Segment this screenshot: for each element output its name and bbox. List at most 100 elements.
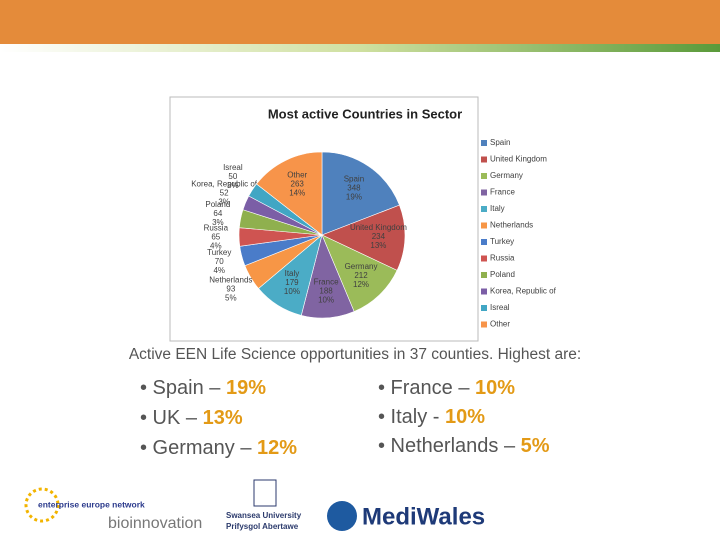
data-label: Poland 64 3% xyxy=(205,200,230,227)
bullet-text: • UK – xyxy=(140,407,203,429)
legend-label: United Kingdom xyxy=(490,155,547,164)
data-label-line: 52 xyxy=(220,189,229,198)
bullet-text: • Netherlands – xyxy=(378,435,521,457)
bullet: • UK – 13% xyxy=(140,407,243,429)
top-stripe xyxy=(0,44,720,52)
legend-swatch xyxy=(481,272,487,278)
data-label-line: 5% xyxy=(225,294,237,303)
data-label-line: Netherlands xyxy=(209,276,252,285)
logos: enterprise europe network bioinnovation … xyxy=(24,479,485,532)
data-label-line: 10% xyxy=(284,287,300,296)
data-label-line: 19% xyxy=(346,193,362,202)
bullet-text: • Germany – xyxy=(140,437,257,459)
pie-slice xyxy=(321,151,400,236)
data-label-line: 179 xyxy=(285,278,299,287)
legend-swatch xyxy=(481,305,487,311)
data-label: Russia 65 4% xyxy=(204,224,229,251)
logo-een: enterprise europe network xyxy=(38,499,145,509)
data-label-line: United Kingdom xyxy=(350,223,407,232)
bullet-text: • France – xyxy=(378,377,475,399)
data-label-line: Italy xyxy=(285,269,300,278)
legend-label: Germany xyxy=(490,171,523,180)
legend-label: Turkey xyxy=(490,237,514,246)
data-label-line: 3% xyxy=(227,181,239,190)
legend-swatch xyxy=(481,321,487,328)
caption: Active EEN Life Science opportunities in… xyxy=(129,346,581,363)
legend-label: France xyxy=(490,188,515,197)
legend-label: Korea, Republic of xyxy=(490,287,557,296)
data-label: Turkey 70 4% xyxy=(207,248,231,275)
legend-swatch xyxy=(481,206,487,212)
data-label-line: 3% xyxy=(212,218,224,227)
pie-slice xyxy=(321,204,406,271)
legend-label: Netherlands xyxy=(490,221,533,230)
legend-label: Spain xyxy=(490,138,510,147)
logo-crest xyxy=(253,479,277,507)
logo-bio: bioinnovation xyxy=(108,515,202,532)
data-label-line: 3% xyxy=(218,198,230,207)
pie-slice xyxy=(321,234,398,312)
data-label-line: 13% xyxy=(370,241,386,250)
legend-swatch xyxy=(481,255,487,262)
bullet: • Netherlands – 5% xyxy=(378,435,550,457)
data-label-line: 263 xyxy=(291,179,305,188)
data-label-line: 65 xyxy=(211,233,220,242)
legend-label: Isreal xyxy=(490,303,510,312)
data-label-line: Isreal xyxy=(223,163,243,172)
data-label: Italy 179 10% xyxy=(284,269,300,296)
logo-mark xyxy=(24,487,60,523)
data-label: Isreal 50 3% xyxy=(223,163,243,190)
data-label-line: 10% xyxy=(318,295,334,304)
logo-swansea: Swansea University xyxy=(226,511,302,520)
bullet-text: • Spain – xyxy=(140,377,226,399)
data-label-line: Poland xyxy=(205,200,230,209)
bullet: • Spain – 19% xyxy=(140,377,266,399)
chart-title: Most active Countries in Sector xyxy=(268,106,462,121)
legend-label: Russia xyxy=(490,254,515,263)
data-label: Netherlands 93 5% xyxy=(209,276,252,303)
data-label-line: France xyxy=(314,277,339,286)
pie-chart: Spain 348 19%United Kingdom 234 13%Germany 21… xyxy=(191,138,556,329)
data-label: Korea, Republic of 52 3% xyxy=(191,180,258,207)
bullet-text: • Italy - xyxy=(378,406,445,428)
data-label-line: Germany xyxy=(345,262,378,271)
legend-swatch xyxy=(481,156,487,163)
data-label-line: Russia xyxy=(204,224,229,233)
top-band xyxy=(0,0,720,44)
bullet: • France – 10% xyxy=(378,377,515,399)
data-label: Germany 212 12% xyxy=(345,262,378,289)
data-label-line: 64 xyxy=(213,209,222,218)
data-label-line: 4% xyxy=(210,242,222,251)
data-label-line: Turkey xyxy=(207,248,231,257)
bullets: • Spain – 19%• UK – 13%• Germany – 12%• … xyxy=(140,377,550,459)
legend-swatch xyxy=(481,173,487,179)
data-label-line: 188 xyxy=(319,286,333,295)
legend-swatch xyxy=(481,189,487,196)
logo-mediwales: MediWales xyxy=(362,503,485,530)
data-label-line: 212 xyxy=(354,271,368,280)
bullet: • Italy - 10% xyxy=(378,406,485,428)
data-label-line: Other xyxy=(287,170,307,179)
data-label-line: Korea, Republic of xyxy=(191,180,258,189)
bullet-pct: 13% xyxy=(203,407,243,429)
bullet-pct: 10% xyxy=(475,377,515,399)
data-label: Spain 348 19% xyxy=(344,175,364,202)
bullet-pct: 12% xyxy=(257,437,297,459)
bullet: • Germany – 12% xyxy=(140,437,297,459)
logo-mediwales-mark xyxy=(327,501,357,531)
data-label-line: 50 xyxy=(228,172,237,181)
data-label: France 188 10% xyxy=(314,277,339,304)
legend-label: Italy xyxy=(490,204,505,213)
bullet-pct: 19% xyxy=(226,377,266,399)
data-label-line: 14% xyxy=(289,188,305,197)
bullet-pct: 5% xyxy=(521,435,550,457)
bullet-pct: 10% xyxy=(445,406,485,428)
logo-swansea-welsh: Prifysgol Abertawe xyxy=(226,522,299,531)
data-label-line: 93 xyxy=(226,285,235,294)
data-label-line: 234 xyxy=(372,232,386,241)
data-label-line: 12% xyxy=(353,280,369,289)
legend-swatch xyxy=(481,239,487,245)
data-label-line: 4% xyxy=(213,266,225,275)
legend-swatch xyxy=(481,288,487,295)
